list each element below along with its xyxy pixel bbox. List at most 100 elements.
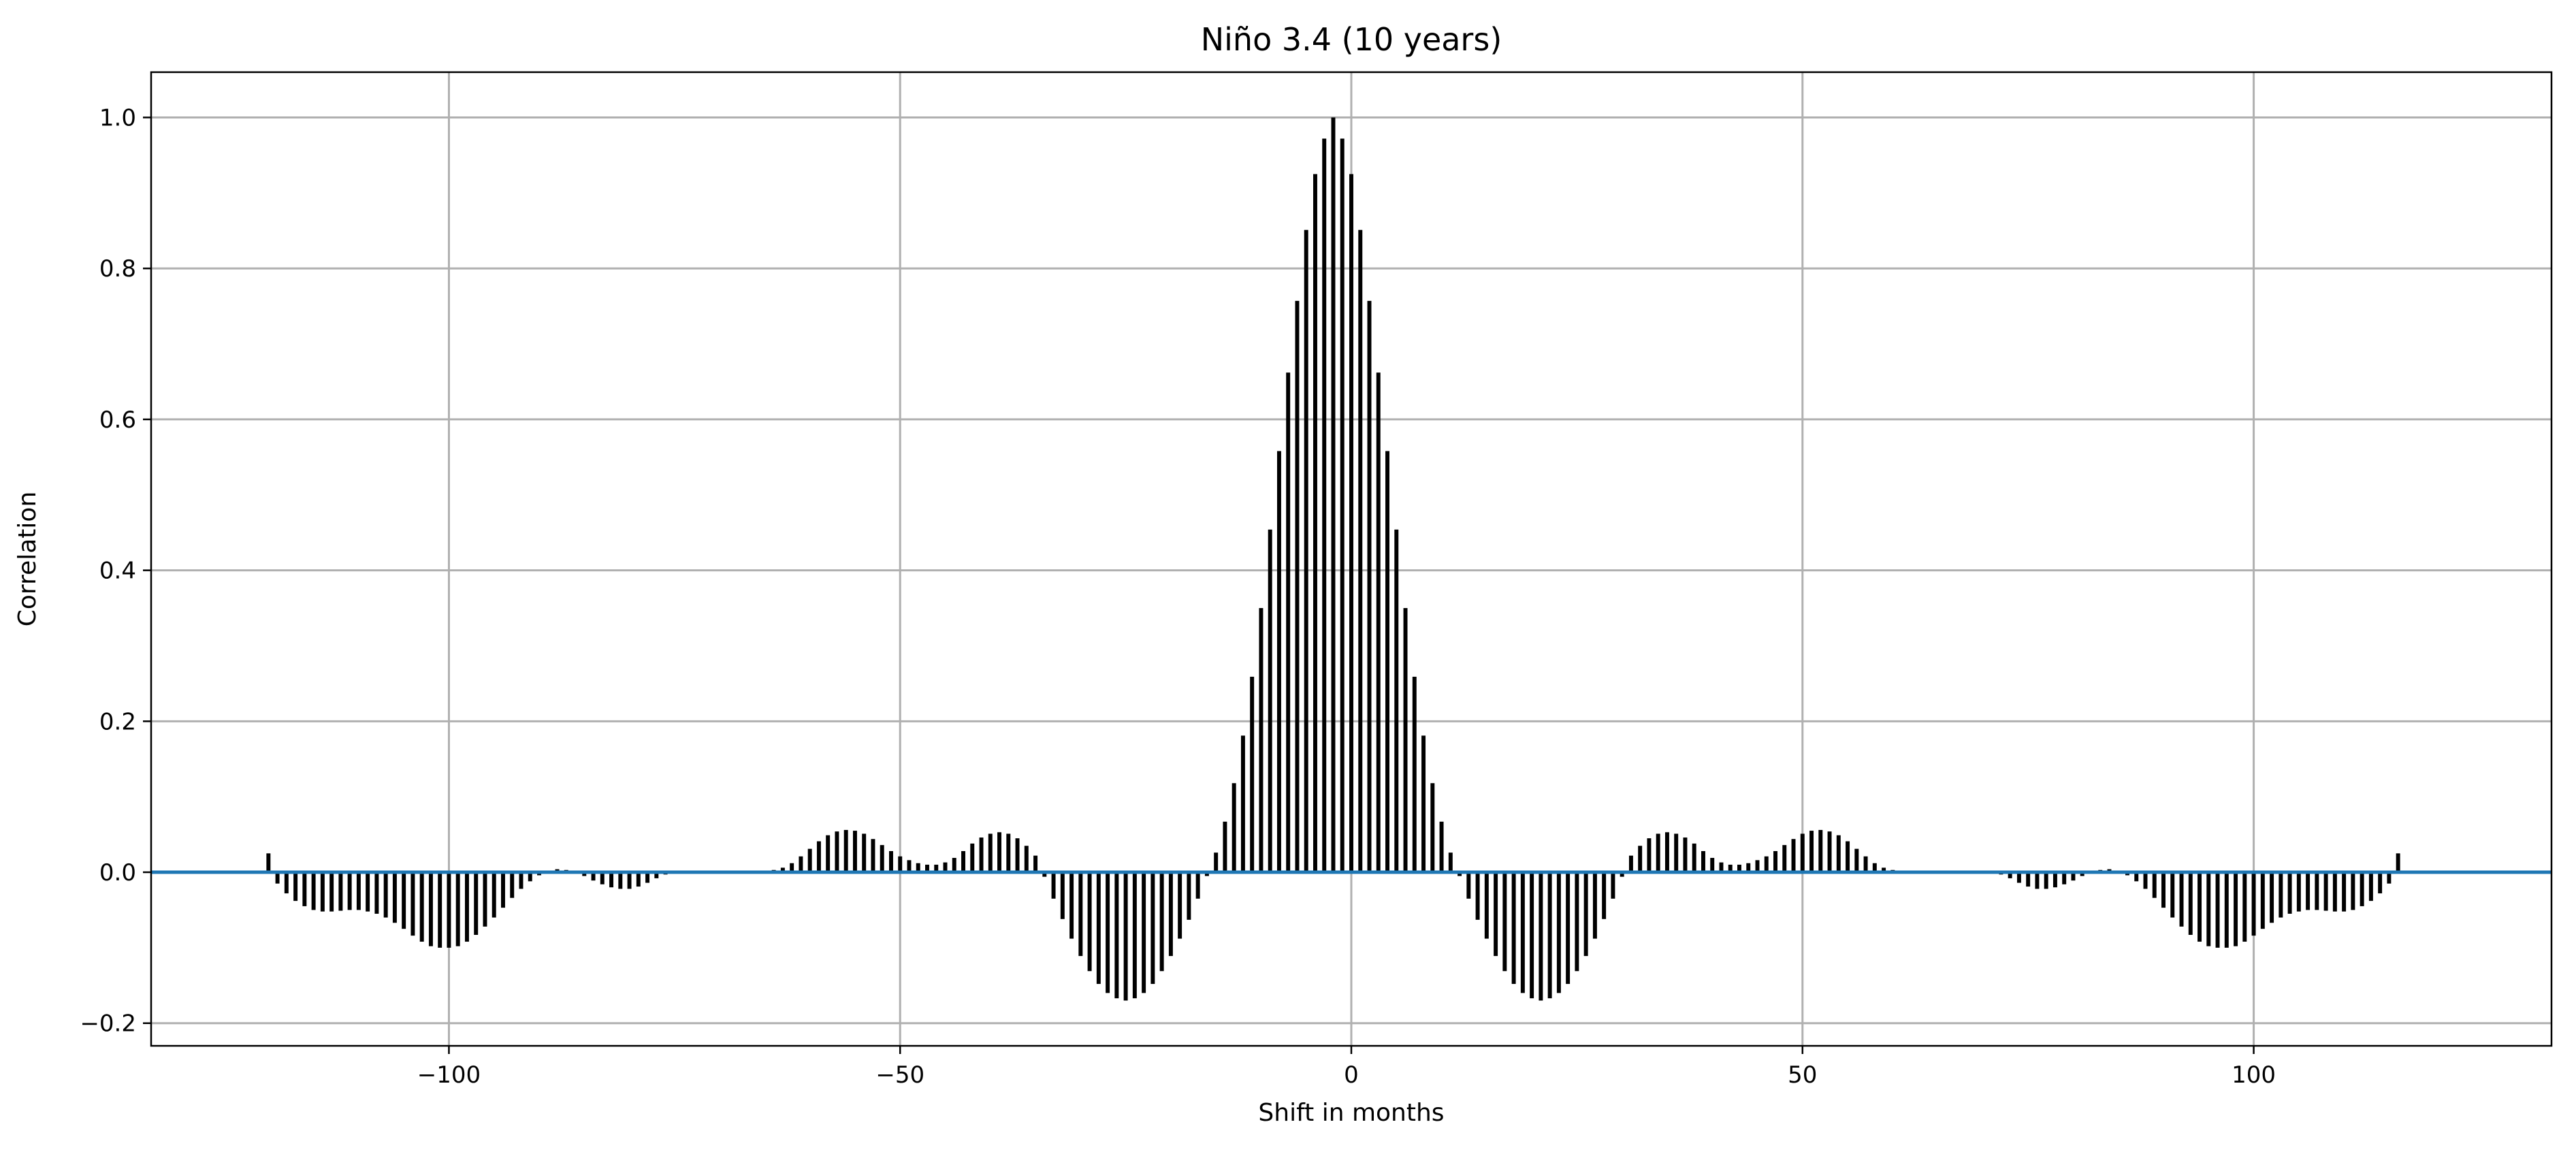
correlation-bar <box>1809 831 1814 873</box>
correlation-bar <box>1150 872 1155 985</box>
correlation-bar <box>925 864 929 873</box>
correlation-bar <box>2332 872 2337 912</box>
correlation-bar <box>780 867 785 873</box>
correlation-bar <box>1358 229 1363 873</box>
correlation-bar <box>474 872 479 936</box>
correlation-bar <box>2161 872 2166 908</box>
correlation-bar <box>1484 872 1489 939</box>
correlation-bar <box>582 872 587 876</box>
correlation-bar <box>2134 872 2139 882</box>
correlation-bar <box>1846 841 1850 873</box>
correlation-bar <box>2368 872 2373 901</box>
correlation-bar <box>455 872 460 946</box>
correlation-bar <box>636 872 641 887</box>
correlation-bar <box>1159 872 1164 972</box>
correlation-bar <box>1836 835 1841 873</box>
correlation-bar <box>871 839 875 873</box>
correlation-bar <box>1340 138 1345 873</box>
correlation-bar <box>1295 300 1300 873</box>
correlation-bar <box>2287 872 2292 914</box>
correlation-bar <box>807 848 812 873</box>
correlation-bar <box>2242 872 2247 942</box>
correlation-bar <box>392 872 397 923</box>
correlation-bar <box>293 872 298 901</box>
correlation-bar <box>347 872 352 910</box>
correlation-bar <box>1195 872 1200 899</box>
correlation-bar <box>438 872 442 948</box>
correlation-bar <box>2360 872 2364 906</box>
correlation-bar <box>1250 676 1255 873</box>
correlation-bar <box>898 856 903 873</box>
correlation-bar <box>1403 608 1408 873</box>
correlation-bar <box>2306 872 2311 910</box>
y-tick-label: 0.8 <box>99 255 136 283</box>
correlation-bar <box>356 872 361 910</box>
correlation-bar <box>1394 529 1399 873</box>
correlation-bar <box>2035 872 2040 889</box>
correlation-bar <box>1142 872 1146 993</box>
y-axis-ticks: −0.2 0.0 0.2 0.4 0.6 0.8 1.0 <box>80 105 151 1038</box>
correlation-bar <box>1439 821 1444 873</box>
correlation-bar <box>464 872 469 942</box>
correlation-bar <box>2315 872 2319 910</box>
correlation-bar <box>1114 872 1119 999</box>
correlation-bar <box>1530 872 1534 999</box>
correlation-bar <box>2378 872 2383 894</box>
y-tick-label: 1.0 <box>99 105 136 132</box>
correlation-bar <box>862 833 867 873</box>
correlation-bar <box>2342 872 2347 912</box>
correlation-bar <box>1728 864 1733 873</box>
correlation-bar <box>1033 855 1038 873</box>
correlation-bar <box>1466 872 1471 899</box>
correlation-bar <box>591 872 596 881</box>
correlation-bar <box>1204 872 1209 876</box>
correlation-bar <box>302 872 307 906</box>
correlation-bar <box>1692 843 1696 873</box>
correlation-bar <box>1656 833 1660 873</box>
correlation-bar <box>1448 852 1453 873</box>
correlation-bar <box>1331 117 1336 873</box>
correlation-bar <box>1376 372 1381 873</box>
correlation-bar <box>1078 872 1083 957</box>
correlation-bar <box>2008 872 2012 878</box>
correlation-bar <box>1042 872 1047 877</box>
correlation-bar <box>1349 174 1353 873</box>
x-tick-label: −100 <box>417 1061 481 1089</box>
correlation-bar <box>943 862 948 873</box>
correlation-bar <box>2279 872 2283 918</box>
correlation-bar <box>338 872 343 911</box>
correlation-bar <box>2044 872 2048 889</box>
correlation-bar <box>1385 451 1390 873</box>
correlation-bar <box>1547 872 1552 999</box>
correlation-bar <box>826 835 831 873</box>
correlation-bar <box>1628 855 1633 873</box>
correlation-bar <box>2143 872 2148 889</box>
correlation-bar <box>1755 860 1760 873</box>
correlation-bar <box>284 872 289 894</box>
correlation-bar <box>1259 608 1263 873</box>
correlation-bar <box>880 845 884 873</box>
y-tick-label: 0.4 <box>99 558 136 585</box>
bar-series <box>266 117 2400 1001</box>
correlation-bar <box>1575 872 1579 972</box>
correlation-bar <box>528 872 532 882</box>
correlation-bar <box>934 864 939 873</box>
correlation-bar <box>1638 846 1643 873</box>
correlation-bar <box>645 872 650 883</box>
correlation-bar <box>1015 838 1020 873</box>
correlation-bar <box>835 831 839 873</box>
correlation-bar <box>483 872 487 927</box>
correlation-bar <box>2052 872 2057 888</box>
correlation-bar <box>2234 872 2238 946</box>
correlation-bar <box>1710 857 1715 873</box>
correlation-bar <box>997 832 1002 873</box>
correlation-bar <box>419 872 424 942</box>
y-tick-label: −0.2 <box>80 1010 136 1038</box>
correlation-bar <box>970 843 975 873</box>
correlation-bar <box>500 872 505 908</box>
correlation-bar <box>1683 837 1688 873</box>
correlation-bar <box>888 851 893 873</box>
correlation-bar <box>1106 872 1110 993</box>
correlation-bar <box>1556 872 1561 993</box>
